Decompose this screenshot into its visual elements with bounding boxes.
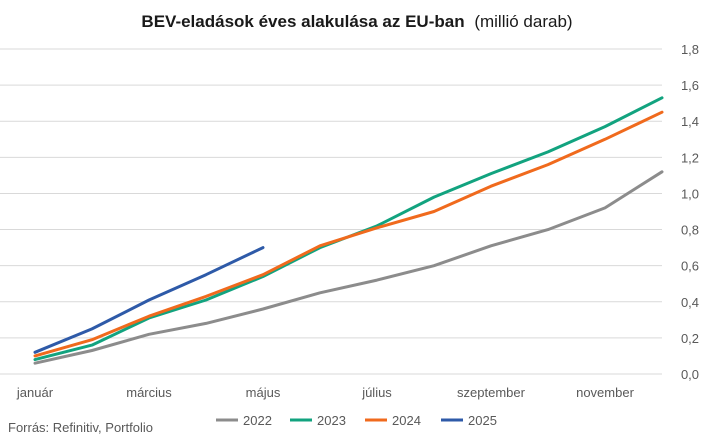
x-tick-label: november [576,385,634,400]
legend-label: 2024 [392,413,421,428]
series-line-2023 [33,96,664,362]
x-tick-label: szeptember [457,385,526,400]
chart-title: BEV-eladások éves alakulása az EU-ban (m… [141,12,572,31]
series-line-2022 [33,170,664,365]
source-note: Forrás: Refinitiv, Portfolio [8,420,153,435]
y-tick-label: 1,8 [681,42,699,57]
y-tick-label: 0,6 [681,259,699,274]
chart-title-main: BEV-eladások éves alakulása az EU-ban [141,12,464,31]
y-tick-label: 1,4 [681,114,699,129]
x-axis-ticks: január március május július szeptember novemb… [16,385,635,400]
series-line-2024 [33,110,664,358]
x-tick-label: május [246,385,281,400]
legend: 2022 2023 2024 2025 [216,413,497,428]
y-tick-label: 0,2 [681,331,699,346]
legend-label: 2023 [317,413,346,428]
series-lines [33,96,664,365]
y-tick-label: 1,6 [681,78,699,93]
chart-title-unit: (millió darab) [474,12,572,31]
y-tick-label: 0,8 [681,223,699,238]
legend-label: 2022 [243,413,272,428]
y-axis-ticks: 0,0 0,2 0,4 0,6 0,8 1,0 1,2 1,4 1,6 1,8 [681,42,699,382]
y-tick-label: 0,4 [681,295,699,310]
y-tick-label: 0,0 [681,367,699,382]
y-tick-label: 1,2 [681,150,699,165]
legend-label: 2025 [468,413,497,428]
series-line-2025 [33,246,265,354]
x-tick-label: július [361,385,392,400]
y-tick-label: 1,0 [681,186,699,201]
x-tick-label: január [16,385,54,400]
x-tick-label: március [126,385,172,400]
